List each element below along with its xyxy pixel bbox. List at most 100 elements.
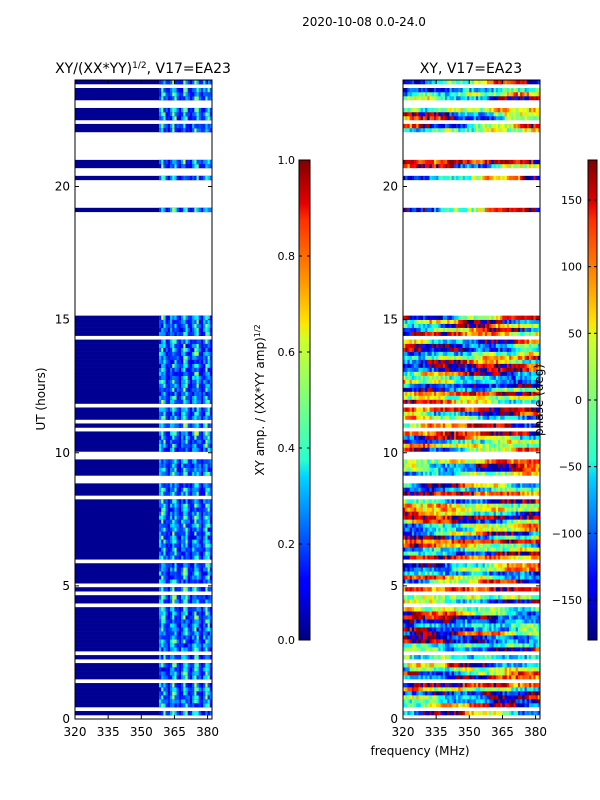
heatmap-cell: [500, 607, 503, 612]
heatmap-row-base: [75, 483, 212, 488]
heatmap-cell: [447, 535, 450, 540]
heatmap-cell: [158, 535, 162, 540]
heatmap-cell: [528, 555, 532, 560]
heatmap-cell: [484, 567, 488, 572]
heatmap-row: [403, 695, 540, 700]
heatmap-cell: [429, 691, 433, 696]
heatmap-cell: [458, 575, 461, 580]
heatmap-cell: [174, 399, 177, 404]
heatmap-cell: [170, 80, 173, 85]
heatmap-cell: [189, 647, 193, 652]
heatmap-cell: [498, 535, 501, 540]
heatmap-cell: [480, 627, 483, 632]
heatmap-cell: [480, 607, 483, 612]
heatmap-cell: [407, 619, 410, 624]
heatmap-cell: [200, 359, 204, 364]
heatmap-cell: [502, 643, 505, 648]
heatmap-cell: [489, 635, 492, 640]
heatmap-cell: [509, 531, 512, 536]
heatmap-cell: [531, 563, 534, 568]
heatmap-cell: [207, 439, 211, 444]
heatmap-cell: [493, 687, 497, 692]
heatmap-cell: [433, 683, 437, 688]
heatmap-cell: [403, 611, 406, 616]
heatmap-cell: [429, 575, 433, 580]
heatmap-cell: [198, 207, 202, 213]
heatmap-cell: [491, 627, 494, 632]
heatmap-cell: [203, 539, 206, 544]
heatmap-row-base: [75, 207, 212, 213]
heatmap-cell: [522, 555, 525, 560]
heatmap-cell: [187, 351, 191, 356]
heatmap-cell: [161, 663, 164, 668]
heatmap-cell: [418, 563, 421, 568]
heatmap-cell: [425, 575, 428, 580]
heatmap-cell: [528, 531, 532, 536]
heatmap-cell: [198, 371, 202, 376]
heatmap-cell: [187, 319, 191, 324]
heatmap-cell: [170, 367, 173, 372]
heatmap-cell: [517, 551, 521, 556]
heatmap-cell: [444, 599, 448, 604]
heatmap-cell: [409, 587, 413, 592]
heatmap-cell: [444, 643, 448, 648]
heatmap-cell: [163, 115, 166, 121]
heatmap-row: [75, 647, 212, 652]
heatmap-cell: [196, 691, 200, 696]
heatmap-cell: [447, 647, 450, 652]
heatmap-cell: [502, 587, 505, 592]
heatmap-cell: [207, 111, 211, 117]
heatmap-cell: [462, 711, 466, 716]
heatmap-cell: [198, 571, 202, 576]
heatmap-cell: [192, 107, 195, 113]
heatmap-cell: [504, 607, 508, 612]
heatmap-cell: [181, 115, 184, 121]
heatmap-cell: [192, 351, 195, 356]
heatmap-cell: [438, 667, 441, 672]
heatmap-cell: [207, 527, 211, 532]
heatmap-cell: [170, 483, 173, 488]
heatmap-cell: [414, 691, 417, 696]
heatmap-cell: [433, 611, 437, 616]
heatmap-cell: [205, 363, 208, 368]
heatmap-cell: [196, 359, 200, 364]
heatmap-cell: [207, 507, 211, 512]
heatmap-cell: [531, 571, 534, 576]
heatmap-row: [75, 407, 212, 412]
heatmap-cell: [167, 711, 171, 716]
heatmap-cell: [442, 579, 446, 584]
heatmap-cell: [194, 95, 197, 101]
heatmap-cell: [471, 607, 475, 612]
heatmap-cell: [473, 671, 477, 676]
heatmap-cell: [489, 683, 492, 688]
heatmap-cell: [165, 515, 169, 520]
heatmap-cell: [526, 687, 530, 692]
heatmap-cell: [520, 607, 523, 612]
heatmap-cell: [158, 571, 162, 576]
heatmap-cell: [165, 503, 169, 508]
heatmap-row-base: [75, 175, 212, 181]
heatmap-cell: [167, 547, 171, 552]
heatmap-cell: [405, 675, 408, 680]
heatmap-cell: [198, 691, 202, 696]
heatmap-cell: [183, 595, 186, 600]
heatmap-cell: [405, 703, 408, 708]
heatmap-row-base: [75, 431, 212, 436]
heatmap-cell: [198, 675, 202, 680]
heatmap-cell: [433, 699, 437, 704]
heatmap-cell: [174, 699, 177, 704]
heatmap-cell: [205, 627, 208, 632]
heatmap-cell: [517, 587, 521, 592]
heatmap-cell: [533, 575, 536, 580]
heatmap-cell: [427, 599, 430, 604]
heatmap-cell: [163, 375, 166, 380]
heatmap-cell: [495, 555, 499, 560]
heatmap-cell: [495, 607, 499, 612]
heatmap-cell: [456, 671, 459, 676]
heatmap-cell: [414, 587, 417, 592]
heatmap-cell: [183, 431, 186, 436]
heatmap-cell: [165, 175, 169, 181]
heatmap-row-base: [75, 575, 212, 580]
heatmap-cell: [473, 539, 477, 544]
heatmap-cell: [526, 619, 530, 624]
